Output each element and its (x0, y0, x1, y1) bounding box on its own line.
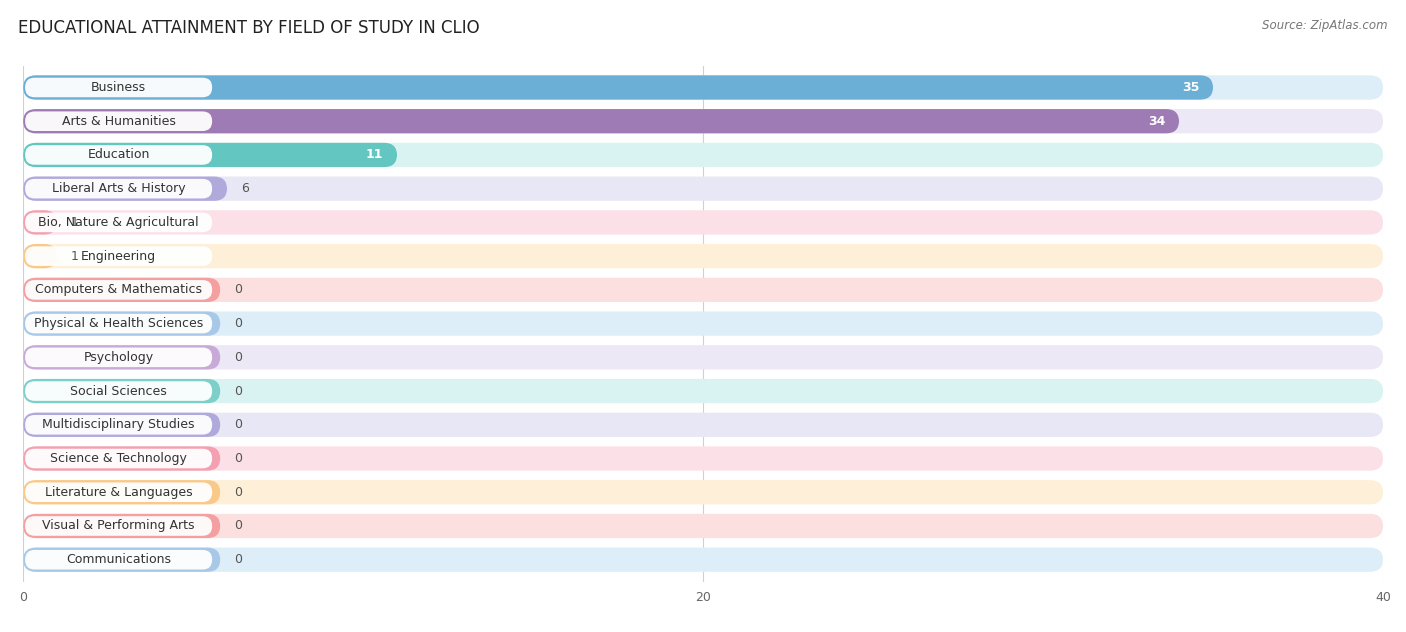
Text: Business: Business (91, 81, 146, 94)
FancyBboxPatch shape (22, 547, 221, 572)
Text: 11: 11 (366, 149, 384, 161)
Text: Liberal Arts & History: Liberal Arts & History (52, 182, 186, 195)
Text: Psychology: Psychology (83, 351, 153, 364)
Text: 0: 0 (233, 283, 242, 296)
Text: 0: 0 (233, 384, 242, 398)
Text: 0: 0 (233, 520, 242, 533)
Text: Computers & Mathematics: Computers & Mathematics (35, 283, 202, 296)
Text: 0: 0 (233, 486, 242, 499)
Text: 34: 34 (1149, 115, 1166, 128)
FancyBboxPatch shape (25, 179, 212, 198)
Text: Education: Education (87, 149, 150, 161)
Text: 0: 0 (233, 452, 242, 465)
Text: 0: 0 (233, 553, 242, 566)
FancyBboxPatch shape (22, 345, 221, 370)
Text: Literature & Languages: Literature & Languages (45, 486, 193, 499)
FancyBboxPatch shape (22, 312, 221, 336)
FancyBboxPatch shape (25, 78, 212, 97)
FancyBboxPatch shape (25, 145, 212, 165)
FancyBboxPatch shape (22, 244, 1384, 268)
FancyBboxPatch shape (25, 212, 212, 232)
FancyBboxPatch shape (22, 176, 228, 201)
FancyBboxPatch shape (25, 314, 212, 334)
Text: Source: ZipAtlas.com: Source: ZipAtlas.com (1263, 19, 1388, 32)
FancyBboxPatch shape (22, 480, 221, 504)
Text: 0: 0 (233, 317, 242, 330)
Text: Science & Technology: Science & Technology (51, 452, 187, 465)
FancyBboxPatch shape (22, 480, 1384, 504)
Text: Visual & Performing Arts: Visual & Performing Arts (42, 520, 195, 533)
Text: 0: 0 (233, 351, 242, 364)
Text: EDUCATIONAL ATTAINMENT BY FIELD OF STUDY IN CLIO: EDUCATIONAL ATTAINMENT BY FIELD OF STUDY… (18, 19, 479, 37)
FancyBboxPatch shape (22, 75, 1213, 100)
FancyBboxPatch shape (22, 446, 221, 471)
FancyBboxPatch shape (22, 345, 1384, 370)
FancyBboxPatch shape (22, 244, 58, 268)
Text: Communications: Communications (66, 553, 172, 566)
FancyBboxPatch shape (22, 446, 1384, 471)
FancyBboxPatch shape (22, 143, 1384, 167)
Text: Multidisciplinary Studies: Multidisciplinary Studies (42, 418, 195, 431)
FancyBboxPatch shape (25, 246, 212, 266)
FancyBboxPatch shape (22, 413, 221, 437)
Text: Arts & Humanities: Arts & Humanities (62, 115, 176, 128)
FancyBboxPatch shape (25, 381, 212, 401)
FancyBboxPatch shape (22, 514, 1384, 538)
FancyBboxPatch shape (25, 449, 212, 468)
FancyBboxPatch shape (25, 415, 212, 435)
Text: Bio, Nature & Agricultural: Bio, Nature & Agricultural (38, 216, 198, 229)
FancyBboxPatch shape (22, 514, 221, 538)
FancyBboxPatch shape (22, 75, 1384, 100)
FancyBboxPatch shape (22, 379, 221, 403)
Text: Engineering: Engineering (82, 250, 156, 263)
FancyBboxPatch shape (22, 379, 1384, 403)
FancyBboxPatch shape (22, 109, 1180, 133)
FancyBboxPatch shape (25, 280, 212, 300)
FancyBboxPatch shape (22, 143, 396, 167)
FancyBboxPatch shape (22, 277, 1384, 302)
FancyBboxPatch shape (25, 348, 212, 367)
FancyBboxPatch shape (25, 516, 212, 536)
FancyBboxPatch shape (22, 312, 1384, 336)
FancyBboxPatch shape (22, 547, 1384, 572)
FancyBboxPatch shape (25, 550, 212, 569)
FancyBboxPatch shape (22, 176, 1384, 201)
FancyBboxPatch shape (25, 111, 212, 131)
Text: 35: 35 (1182, 81, 1199, 94)
Text: Social Sciences: Social Sciences (70, 384, 167, 398)
FancyBboxPatch shape (22, 277, 221, 302)
Text: 0: 0 (233, 418, 242, 431)
FancyBboxPatch shape (22, 210, 1384, 234)
Text: 6: 6 (240, 182, 249, 195)
Text: Physical & Health Sciences: Physical & Health Sciences (34, 317, 204, 330)
Text: 1: 1 (70, 216, 79, 229)
FancyBboxPatch shape (22, 413, 1384, 437)
FancyBboxPatch shape (22, 109, 1384, 133)
Text: 1: 1 (70, 250, 79, 263)
FancyBboxPatch shape (25, 482, 212, 502)
FancyBboxPatch shape (22, 210, 58, 234)
